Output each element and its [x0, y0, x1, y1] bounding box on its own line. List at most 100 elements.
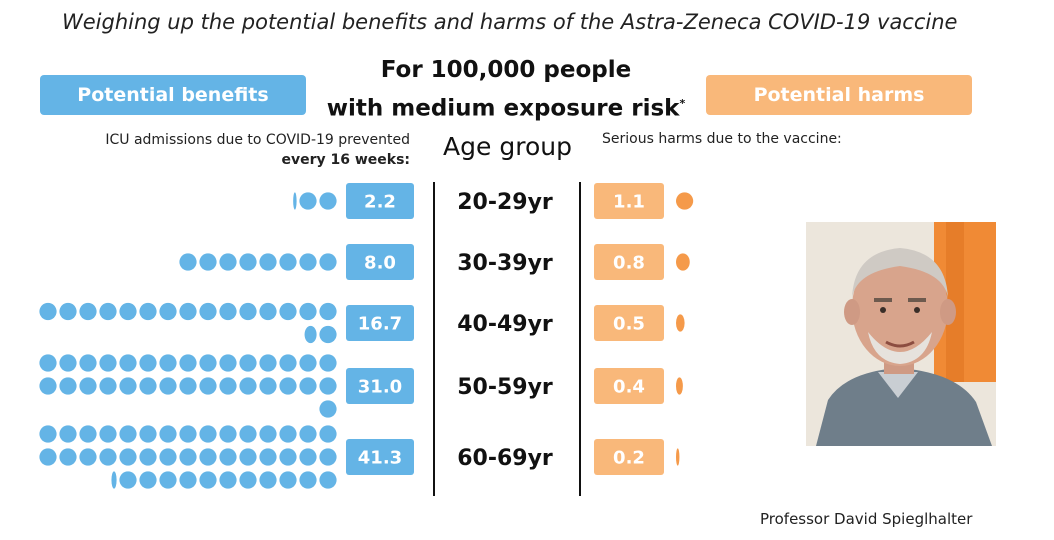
benefit-dot [259, 253, 277, 271]
benefit-dot [111, 471, 117, 489]
benefit-dot [99, 425, 117, 443]
benefit-dot [139, 354, 157, 372]
benefit-dot [279, 471, 297, 489]
benefit-dot [319, 377, 337, 395]
benefit-dot [39, 425, 57, 443]
benefit-value-label: 2.2 [364, 192, 396, 213]
benefit-dot [279, 425, 297, 443]
benefit-dot [299, 302, 317, 321]
benefit-dot [119, 448, 137, 466]
benefit-dot [219, 425, 237, 443]
benefit-dot [59, 354, 77, 372]
benefit-dot [159, 354, 177, 372]
benefit-dot [39, 302, 57, 321]
benefit-dot [319, 448, 337, 466]
benefit-dot [179, 471, 197, 489]
benefits-label: Potential benefits [40, 75, 306, 115]
benefits-subtitle-line2: every 16 weeks: [281, 152, 410, 168]
benefit-dot [259, 425, 277, 443]
benefit-dot [99, 448, 117, 466]
benefit-dot [319, 192, 337, 210]
benefit-dot [79, 425, 97, 443]
benefit-dot [119, 377, 137, 395]
benefit-dot [259, 302, 277, 321]
harm-value-box [594, 439, 664, 475]
benefit-dot [99, 302, 117, 321]
benefit-dot [219, 302, 237, 321]
benefit-dot [219, 377, 237, 395]
harm-value-box [594, 368, 664, 404]
benefit-dot [179, 302, 197, 321]
benefit-dot [79, 448, 97, 466]
harm-dot [676, 192, 694, 210]
benefit-dot [59, 377, 77, 395]
benefit-dot [293, 192, 297, 210]
benefit-dot [279, 302, 297, 321]
benefit-value-box [346, 183, 414, 219]
benefit-dot [159, 471, 177, 489]
benefit-dot [319, 302, 337, 321]
benefits-subtitle: ICU admissions due to COVID-19 prevented… [20, 130, 410, 170]
benefit-dot [219, 354, 237, 372]
benefit-dot [259, 448, 277, 466]
harm-dot [676, 314, 685, 332]
benefit-value-box [346, 368, 414, 404]
benefit-dot [239, 377, 257, 395]
benefit-dot [239, 302, 257, 321]
population-header: For 100,000 people with medium exposure … [316, 54, 696, 126]
benefit-dot [179, 377, 197, 395]
population-header-line1: For 100,000 people [380, 57, 632, 83]
benefit-value-box [346, 439, 414, 475]
benefit-dot [39, 354, 57, 372]
benefit-dot [299, 425, 317, 443]
benefit-dot [199, 377, 217, 395]
benefit-dot [299, 192, 317, 210]
benefit-dot [139, 302, 157, 321]
benefit-dot [139, 425, 157, 443]
benefit-dot [179, 354, 197, 372]
benefit-dot [219, 471, 237, 489]
benefit-dot [279, 354, 297, 372]
benefit-dot [159, 302, 177, 321]
harm-dot [676, 448, 680, 466]
benefit-dot [159, 425, 177, 443]
harm-dot [676, 253, 690, 271]
benefit-dot [319, 471, 337, 489]
benefit-dot [279, 448, 297, 466]
benefit-value-label: 8.0 [364, 253, 396, 274]
presenter-portrait [806, 222, 996, 446]
benefit-dot [79, 302, 97, 321]
harm-value-label: 0.2 [613, 448, 645, 469]
age-group-tick-label: 30-39yr [457, 251, 553, 276]
age-group-tick-label: 60-69yr [457, 446, 553, 471]
benefit-dot [319, 253, 337, 271]
benefit-dot [139, 377, 157, 395]
benefit-dot [319, 425, 337, 443]
benefit-dot [299, 471, 317, 489]
divider-left [433, 182, 435, 496]
harm-value-label: 0.5 [613, 314, 645, 335]
asterisk-mark: * [679, 97, 686, 110]
age-group-tick-label: 50-59yr [457, 375, 553, 400]
benefit-value-box [346, 244, 414, 280]
benefit-dot [119, 471, 137, 489]
benefit-dot [39, 377, 57, 395]
benefit-value-label: 31.0 [358, 377, 402, 398]
benefit-dot [139, 471, 157, 489]
benefit-dot [59, 448, 77, 466]
benefit-dot [119, 425, 137, 443]
age-group-label: Age group [443, 132, 572, 161]
benefit-dot [79, 377, 97, 395]
benefit-dot [299, 253, 317, 271]
harm-dot [676, 377, 683, 395]
benefit-dot [239, 253, 257, 271]
harm-value-box [594, 305, 664, 341]
benefit-dot [304, 325, 317, 344]
harm-value-label: 0.8 [613, 253, 645, 274]
benefit-dot [159, 448, 177, 466]
benefit-dot [219, 253, 237, 271]
chart-title: Weighing up the potential benefits and h… [62, 10, 958, 34]
benefit-dot [159, 377, 177, 395]
benefit-dot [259, 354, 277, 372]
benefit-dot [119, 354, 137, 372]
